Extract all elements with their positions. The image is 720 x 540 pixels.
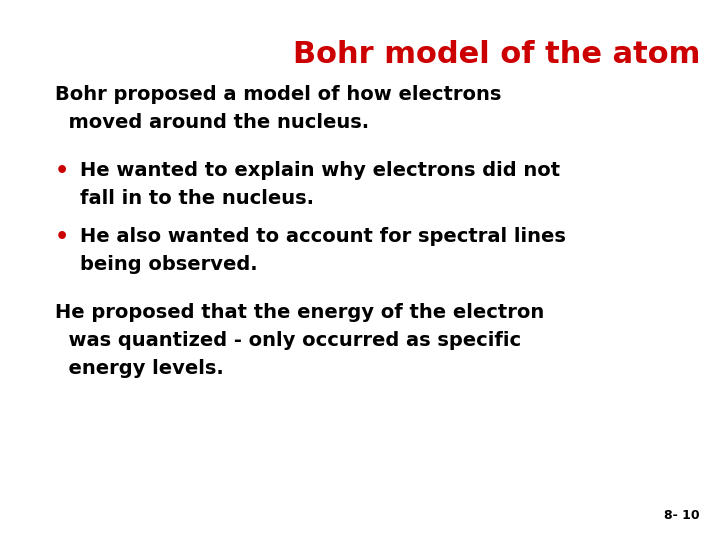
Text: He wanted to explain why electrons did not: He wanted to explain why electrons did n…: [80, 161, 560, 180]
Text: fall in to the nucleus.: fall in to the nucleus.: [80, 189, 314, 208]
Text: being observed.: being observed.: [80, 255, 258, 274]
Text: was quantized - only occurred as specific: was quantized - only occurred as specifi…: [55, 331, 521, 350]
Text: •: •: [55, 161, 69, 181]
Text: •: •: [55, 227, 69, 247]
Text: 8- 10: 8- 10: [665, 509, 700, 522]
Text: moved around the nucleus.: moved around the nucleus.: [55, 113, 369, 132]
Text: He proposed that the energy of the electron: He proposed that the energy of the elect…: [55, 303, 544, 322]
Text: He also wanted to account for spectral lines: He also wanted to account for spectral l…: [80, 227, 566, 246]
Text: Bohr proposed a model of how electrons: Bohr proposed a model of how electrons: [55, 85, 501, 104]
Text: energy levels.: energy levels.: [55, 359, 224, 378]
Text: Bohr model of the atom: Bohr model of the atom: [292, 40, 700, 69]
